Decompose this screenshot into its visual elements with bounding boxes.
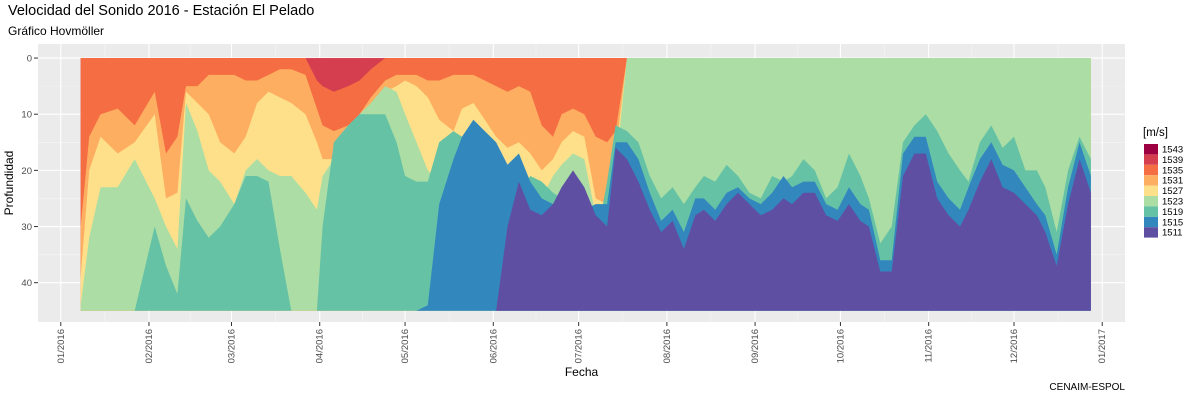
legend-swatch-1539 — [1144, 154, 1158, 165]
legend-swatch-1519 — [1144, 206, 1158, 217]
axes: 01/2016 02/2016 03/2016 04/2016 05/2016 06/20… — [2, 54, 1108, 379]
legend-swatch-1535 — [1144, 164, 1158, 176]
legend-swatch-1511 — [1144, 227, 1158, 238]
contour-band-1511 — [80, 147, 1091, 311]
contour-fills — [80, 58, 1091, 311]
legend-swatch-1531 — [1144, 175, 1158, 186]
legend-label-1539: 1539 — [1162, 155, 1183, 166]
chart-caption: CENAIM-ESPOL — [1049, 382, 1125, 393]
legend: [m/s] 15431539153515311527152315191515151… — [1143, 127, 1183, 239]
legend-label-1527: 1527 — [1162, 186, 1183, 197]
x-tick-label: 07/2016 — [574, 329, 585, 363]
legend-label-1543: 1543 — [1162, 145, 1183, 156]
x-tick-label: 04/2016 — [315, 329, 326, 363]
x-tick-label: 12/2016 — [1009, 329, 1020, 363]
x-tick-label: 05/2016 — [400, 329, 411, 363]
legend-label-1523: 1523 — [1162, 197, 1183, 208]
x-tick-label: 08/2016 — [662, 329, 673, 363]
y-tick-label: 0 — [27, 54, 32, 65]
x-tick-label: 09/2016 — [750, 329, 761, 363]
x-tick-label: 03/2016 — [226, 329, 237, 363]
legend-title: [m/s] — [1143, 127, 1168, 139]
x-tick-label: 01/2016 — [56, 329, 67, 363]
x-tick-label: 01/2017 — [1097, 329, 1108, 363]
y-axis-label: Profundidad — [2, 151, 16, 216]
x-tick-label: 02/2016 — [144, 329, 155, 363]
legend-swatch-1515 — [1144, 216, 1158, 228]
x-tick-label: 10/2016 — [835, 329, 846, 363]
x-axis-label: Fecha — [565, 365, 599, 379]
legend-swatch-1523 — [1144, 196, 1158, 207]
legend-label-1531: 1531 — [1162, 176, 1183, 187]
y-tick-label: 40 — [21, 278, 32, 289]
x-tick-label: 06/2016 — [488, 329, 499, 363]
chart-subtitle: Gráfico Hovmöller — [8, 24, 105, 38]
legend-swatch-1527 — [1144, 185, 1158, 196]
legend-label-1511: 1511 — [1162, 228, 1182, 239]
y-tick-label: 20 — [21, 166, 32, 177]
x-tick-label: 11/2016 — [924, 329, 935, 363]
legend-label-1519: 1519 — [1162, 207, 1183, 218]
legend-label-1535: 1535 — [1162, 165, 1183, 176]
legend-swatch-1543 — [1144, 144, 1158, 155]
legend-label-1515: 1515 — [1162, 217, 1183, 228]
y-tick-label: 10 — [21, 110, 32, 121]
y-tick-label: 30 — [21, 222, 32, 233]
chart-title: Velocidad del Sonido 2016 - Estación El … — [8, 3, 315, 19]
